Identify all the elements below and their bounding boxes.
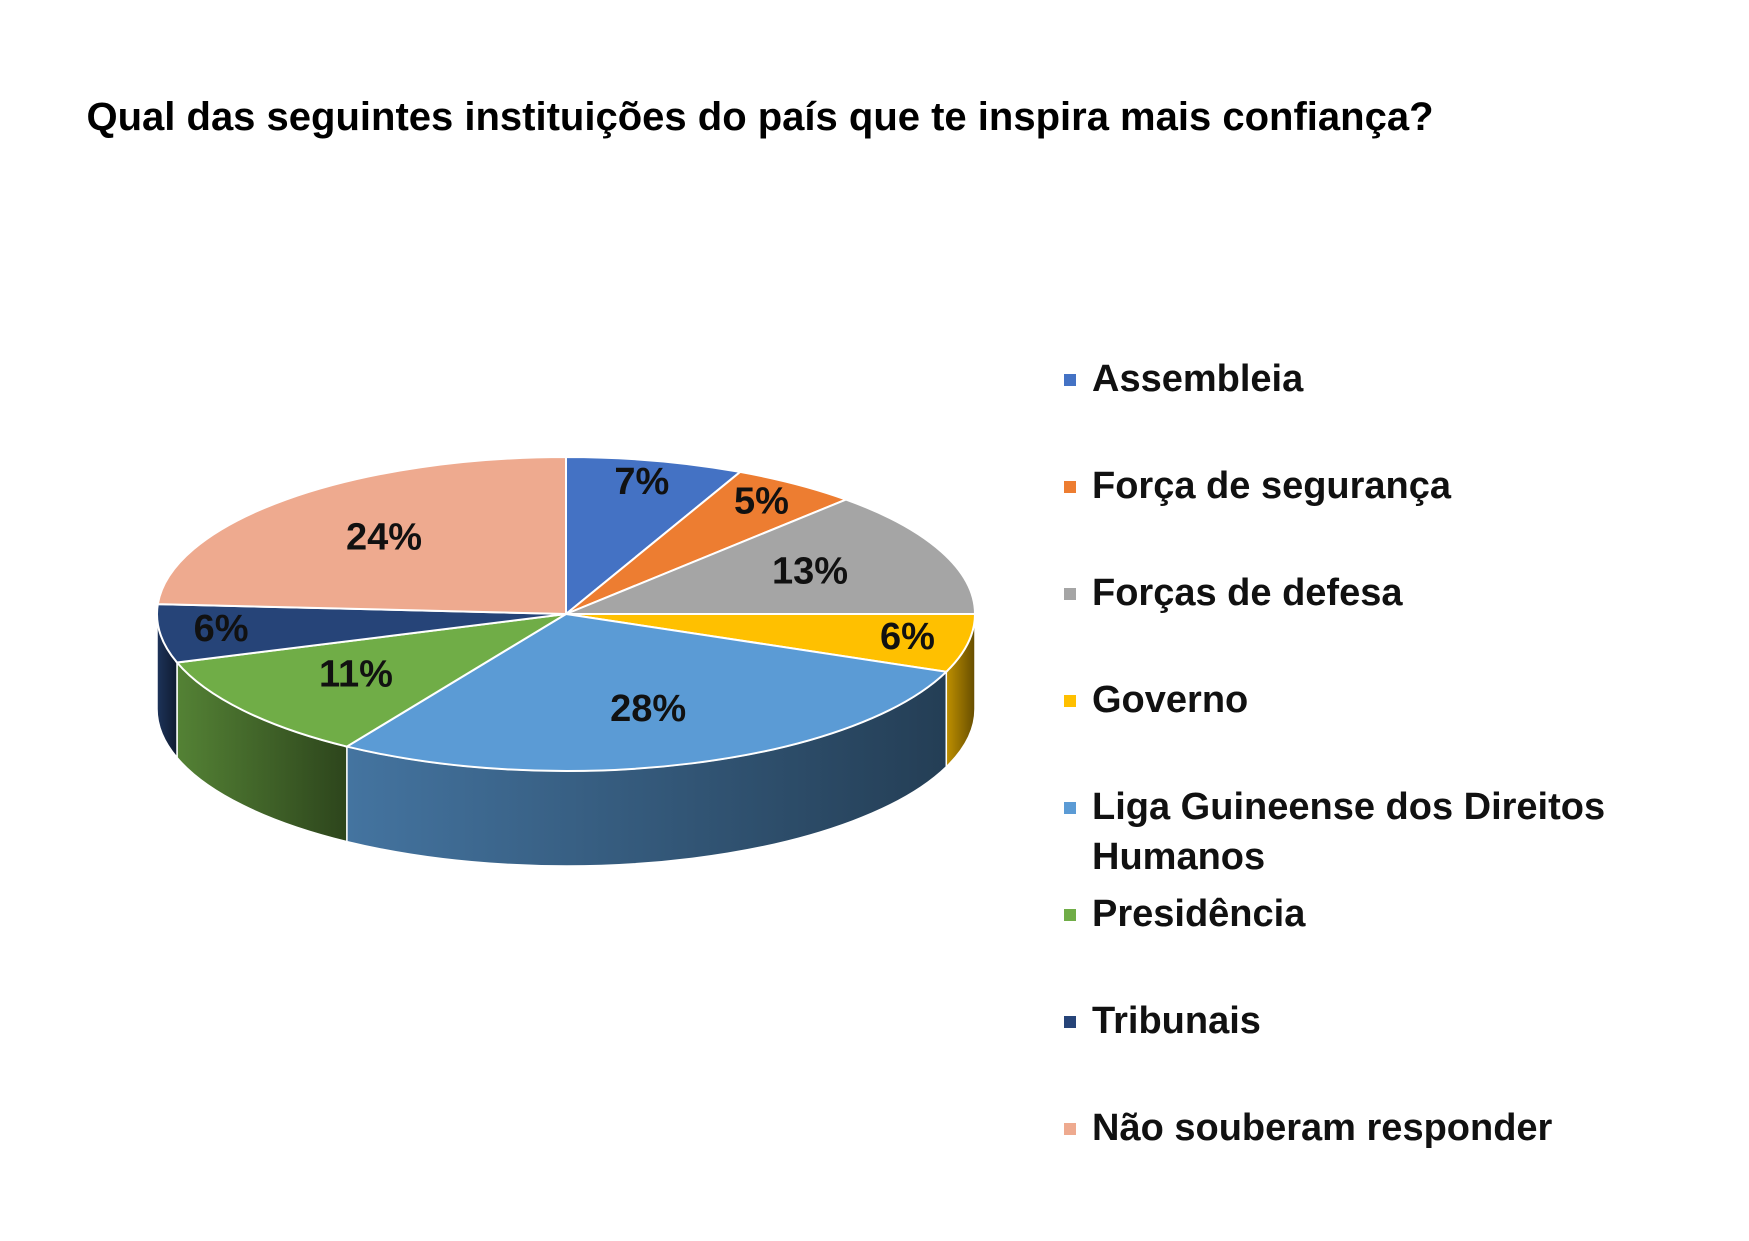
slice bbox=[175, 613, 567, 748]
legend-item: Tribunais bbox=[1064, 996, 1704, 1046]
legend-marker bbox=[1064, 481, 1076, 493]
legend-item: Governo bbox=[1064, 675, 1704, 725]
legend-label: Não souberam responder bbox=[1092, 1107, 1553, 1149]
legend-marker bbox=[1064, 909, 1076, 921]
slice bbox=[156, 455, 567, 616]
slice bbox=[344, 612, 949, 772]
legend-marker bbox=[1064, 1123, 1076, 1135]
legend-marker bbox=[1064, 374, 1076, 386]
legend-label: Força de segurança bbox=[1092, 465, 1452, 507]
legend-item: Força de segurança bbox=[1064, 461, 1704, 511]
data-label: 13% bbox=[772, 551, 848, 593]
slice bbox=[565, 455, 743, 617]
legend-item: Forças de defesa bbox=[1064, 568, 1704, 618]
data-label: 28% bbox=[610, 688, 686, 730]
data-label: 6% bbox=[194, 608, 249, 650]
legend-label: Assembleia bbox=[1092, 358, 1304, 400]
legend-marker bbox=[1064, 588, 1076, 600]
data-label: 6% bbox=[880, 616, 935, 658]
legend-item: Assembleia bbox=[1064, 354, 1704, 404]
data-label: 24% bbox=[346, 517, 422, 559]
legend-label: Presidência bbox=[1092, 893, 1306, 935]
data-label: 5% bbox=[734, 481, 789, 523]
chart-title: Qual das seguintes instituições do país … bbox=[86, 95, 1434, 139]
legend-label: Forças de defesa bbox=[1092, 572, 1403, 614]
data-label: 11% bbox=[319, 654, 393, 696]
legend-marker bbox=[1064, 802, 1076, 814]
legend-label: Tribunais bbox=[1092, 1000, 1261, 1042]
legend-marker bbox=[1064, 695, 1076, 707]
legend-label: Liga Guineense dos Direitos Humanos bbox=[1092, 786, 1606, 878]
legend-item: Não souberam responder bbox=[1064, 1103, 1704, 1153]
legend-item: Liga Guineense dos Direitos Humanos bbox=[1064, 782, 1704, 882]
slice bbox=[156, 603, 567, 664]
data-label: 7% bbox=[614, 461, 669, 503]
slice bbox=[565, 498, 977, 615]
legend-marker bbox=[1064, 1016, 1076, 1028]
slice bbox=[565, 613, 977, 673]
legend-item: Presidência bbox=[1064, 889, 1704, 939]
legend-label: Governo bbox=[1092, 679, 1249, 721]
